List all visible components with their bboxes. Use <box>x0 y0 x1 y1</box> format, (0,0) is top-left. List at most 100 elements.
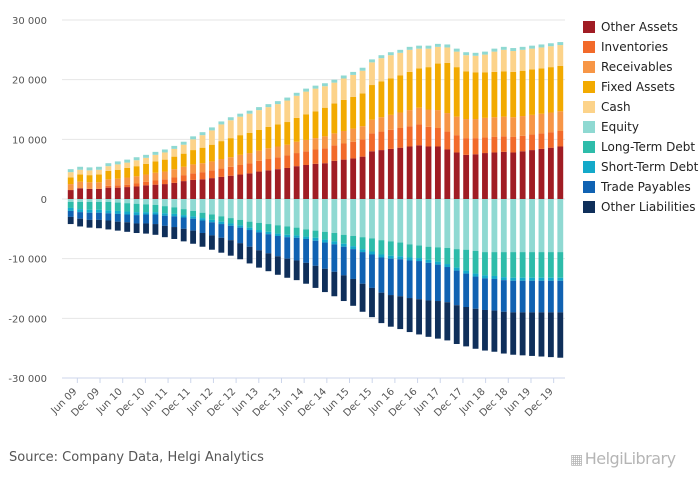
bar-segment <box>378 58 385 82</box>
bar-segment <box>86 182 93 189</box>
bar-segment <box>171 156 178 170</box>
bar-segment <box>161 215 168 226</box>
bar-segment <box>274 169 281 199</box>
bar-segment <box>133 176 140 184</box>
bar-segment <box>406 260 413 299</box>
bar-segment <box>190 230 197 244</box>
legend-item-inventories[interactable]: Inventories <box>583 37 698 57</box>
bar-segment <box>387 78 394 115</box>
legend-label: Receivables <box>601 60 673 74</box>
legend-item-fixed-assets[interactable]: Fixed Assets <box>583 77 698 97</box>
bar-segment <box>180 209 187 216</box>
bar-segment <box>303 88 310 92</box>
bar-segment <box>171 207 178 214</box>
legend-item-receivables[interactable]: Receivables <box>583 57 698 77</box>
legend-item-other-assets[interactable]: Other Assets <box>583 17 698 37</box>
bar-segment <box>538 199 545 253</box>
bar-segment <box>463 71 470 120</box>
bar-segment <box>312 138 319 150</box>
bar-segment <box>190 218 197 231</box>
bar-segment <box>397 75 404 113</box>
bar-segment <box>67 199 74 202</box>
bar-segment <box>293 260 300 281</box>
bar-segment <box>67 210 74 217</box>
bar-segment <box>519 252 526 278</box>
y-tick-label: 20 000 <box>12 76 47 87</box>
bar-segment <box>331 233 338 242</box>
bar-segment <box>67 172 74 178</box>
legend-item-short-term-debt[interactable]: Short-Term Debt <box>583 157 698 177</box>
bar-segment <box>444 267 451 303</box>
bar-segment <box>303 236 310 239</box>
bar-segment <box>547 277 554 281</box>
bar-segment <box>133 223 140 234</box>
bar-segment <box>444 247 451 265</box>
bar-segment <box>256 171 262 199</box>
bar-segment <box>143 212 149 215</box>
legend-item-long-term-debt[interactable]: Long-Term Debt <box>583 137 698 157</box>
bar-segment <box>416 199 422 246</box>
bar-segment <box>77 166 84 170</box>
bar-segment <box>124 199 131 204</box>
bar-segment <box>293 95 300 118</box>
bar-segment <box>350 249 357 279</box>
bar-segment <box>256 160 262 172</box>
bar-segment <box>227 223 234 226</box>
legend-item-other-liabilities[interactable]: Other Liabilities <box>583 197 698 217</box>
bar-segment <box>284 237 291 259</box>
bar-segment <box>96 166 102 170</box>
brand-name: HelgiLibrary <box>584 449 676 468</box>
bar-segment <box>105 220 112 230</box>
bar-segment <box>500 116 507 137</box>
bar-segment <box>274 157 281 170</box>
bar-segment <box>397 127 404 148</box>
legend-swatch <box>583 141 595 153</box>
bar-segment <box>378 117 385 132</box>
bar-segment <box>359 156 366 199</box>
legend-item-trade-payables[interactable]: Trade Payables <box>583 177 698 197</box>
bar-segment <box>463 249 470 271</box>
bar-segment <box>237 243 244 260</box>
bar-segment <box>180 141 187 145</box>
bar-segment <box>199 135 206 148</box>
bar-segment <box>218 224 225 238</box>
bar-segment <box>321 242 328 269</box>
bar-segment <box>500 252 507 278</box>
bar-segment <box>359 67 366 71</box>
bar-segment <box>152 172 159 181</box>
bar-segment <box>510 71 517 118</box>
bar-segment <box>547 67 554 113</box>
bar-segment <box>209 222 215 236</box>
bar-segment <box>491 252 498 276</box>
bar-segment <box>246 246 253 264</box>
bar-segment <box>237 113 244 117</box>
bar-segment <box>500 311 507 354</box>
bar-segment <box>472 308 479 349</box>
bar-segment <box>547 46 554 68</box>
bar-segment <box>340 243 347 247</box>
bar-segment <box>321 83 328 87</box>
bar-segment <box>190 216 197 219</box>
bar-segment <box>114 169 121 179</box>
bar-segment <box>321 199 328 232</box>
bar-segment <box>472 276 479 309</box>
bar-segment <box>453 270 460 306</box>
bar-segment <box>369 59 375 63</box>
bar-segment <box>284 97 291 101</box>
bar-segment <box>529 114 535 135</box>
bar-segment <box>171 213 178 217</box>
bar-segment <box>444 131 451 150</box>
bar-segment <box>199 147 206 164</box>
legend-item-equity[interactable]: Equity <box>583 117 698 137</box>
bar-segment <box>161 184 168 199</box>
brand-logo[interactable]: ▦ HelgiLibrary <box>570 449 676 468</box>
bar-segment <box>387 241 394 256</box>
bar-segment <box>180 175 187 182</box>
legend-swatch <box>583 121 595 133</box>
bar-segment <box>453 48 460 52</box>
bar-segment <box>105 166 112 171</box>
bar-segment <box>303 262 310 284</box>
legend-item-cash[interactable]: Cash <box>583 97 698 117</box>
bar-segment <box>246 230 253 247</box>
bar-segment <box>406 199 413 245</box>
